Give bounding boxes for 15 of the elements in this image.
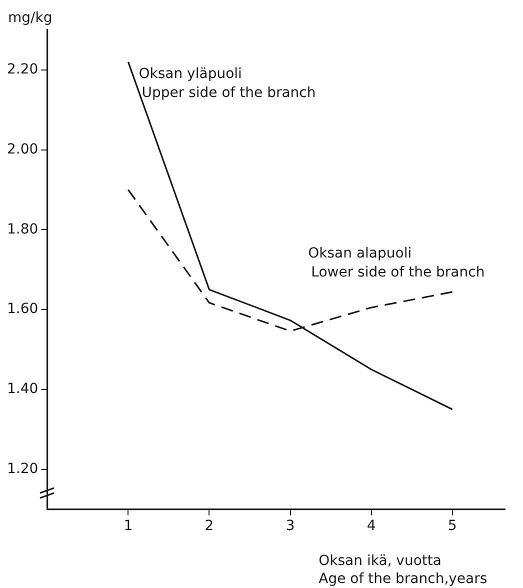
annotation: Oksan alapuoli Lower side of the branch: [308, 246, 485, 281]
x-tick-label: 4: [366, 518, 376, 534]
y-tick-label: 1.80: [7, 221, 38, 238]
y-tick-label: 1.60: [7, 301, 38, 318]
x-tick-label: 2: [204, 518, 214, 534]
x-tick-label: 5: [448, 518, 457, 534]
y-tick-label: 1.40: [7, 381, 38, 398]
x-tick-label: 1: [124, 518, 133, 534]
y-axis-title: mg/kg: [8, 10, 52, 26]
y-tick-label: 2.20: [7, 62, 38, 78]
x-axis-title: Oksan ikä, vuotta Age of the branch,years: [318, 553, 488, 588]
annotation: Oksan yläpuoli Upper side of the branch: [138, 66, 316, 101]
y-tick-label: 1.20: [7, 460, 38, 477]
y-tick-label: 2.00: [7, 141, 38, 158]
x-tick-label: 3: [286, 518, 295, 534]
